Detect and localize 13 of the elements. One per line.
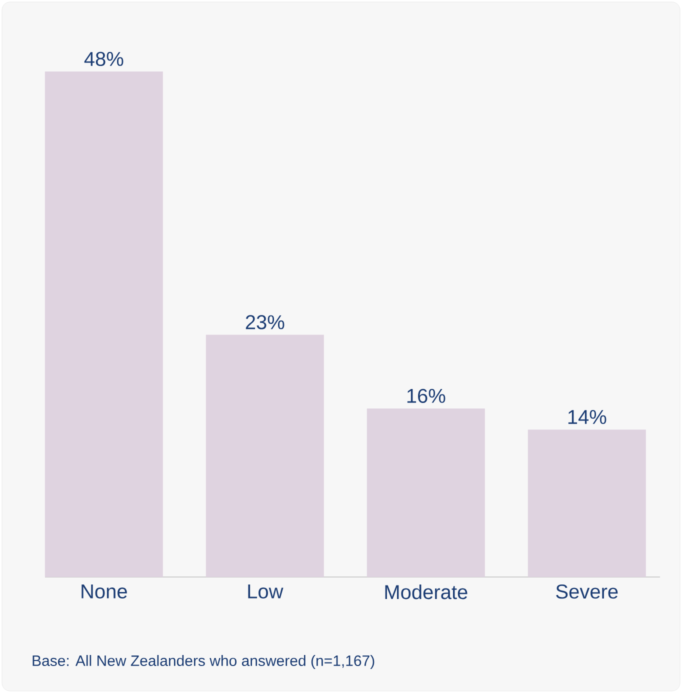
x-tick-label: Moderate [385, 584, 468, 600]
text: Base: All New Zealanders who answered (n=1,167) [32, 655, 374, 669]
bar [206, 334, 324, 577]
data-label: 23% [246, 315, 284, 330]
x-tick-label: Low [248, 584, 284, 598]
bar [44, 72, 163, 577]
data-label: 48% [84, 52, 124, 66]
x-tick-label: Severe [556, 584, 618, 599]
bar [366, 408, 485, 577]
bar [528, 430, 646, 577]
data-label: 16% [407, 388, 446, 403]
x-tick-label: None [82, 584, 127, 598]
data-label: 14% [568, 410, 606, 424]
